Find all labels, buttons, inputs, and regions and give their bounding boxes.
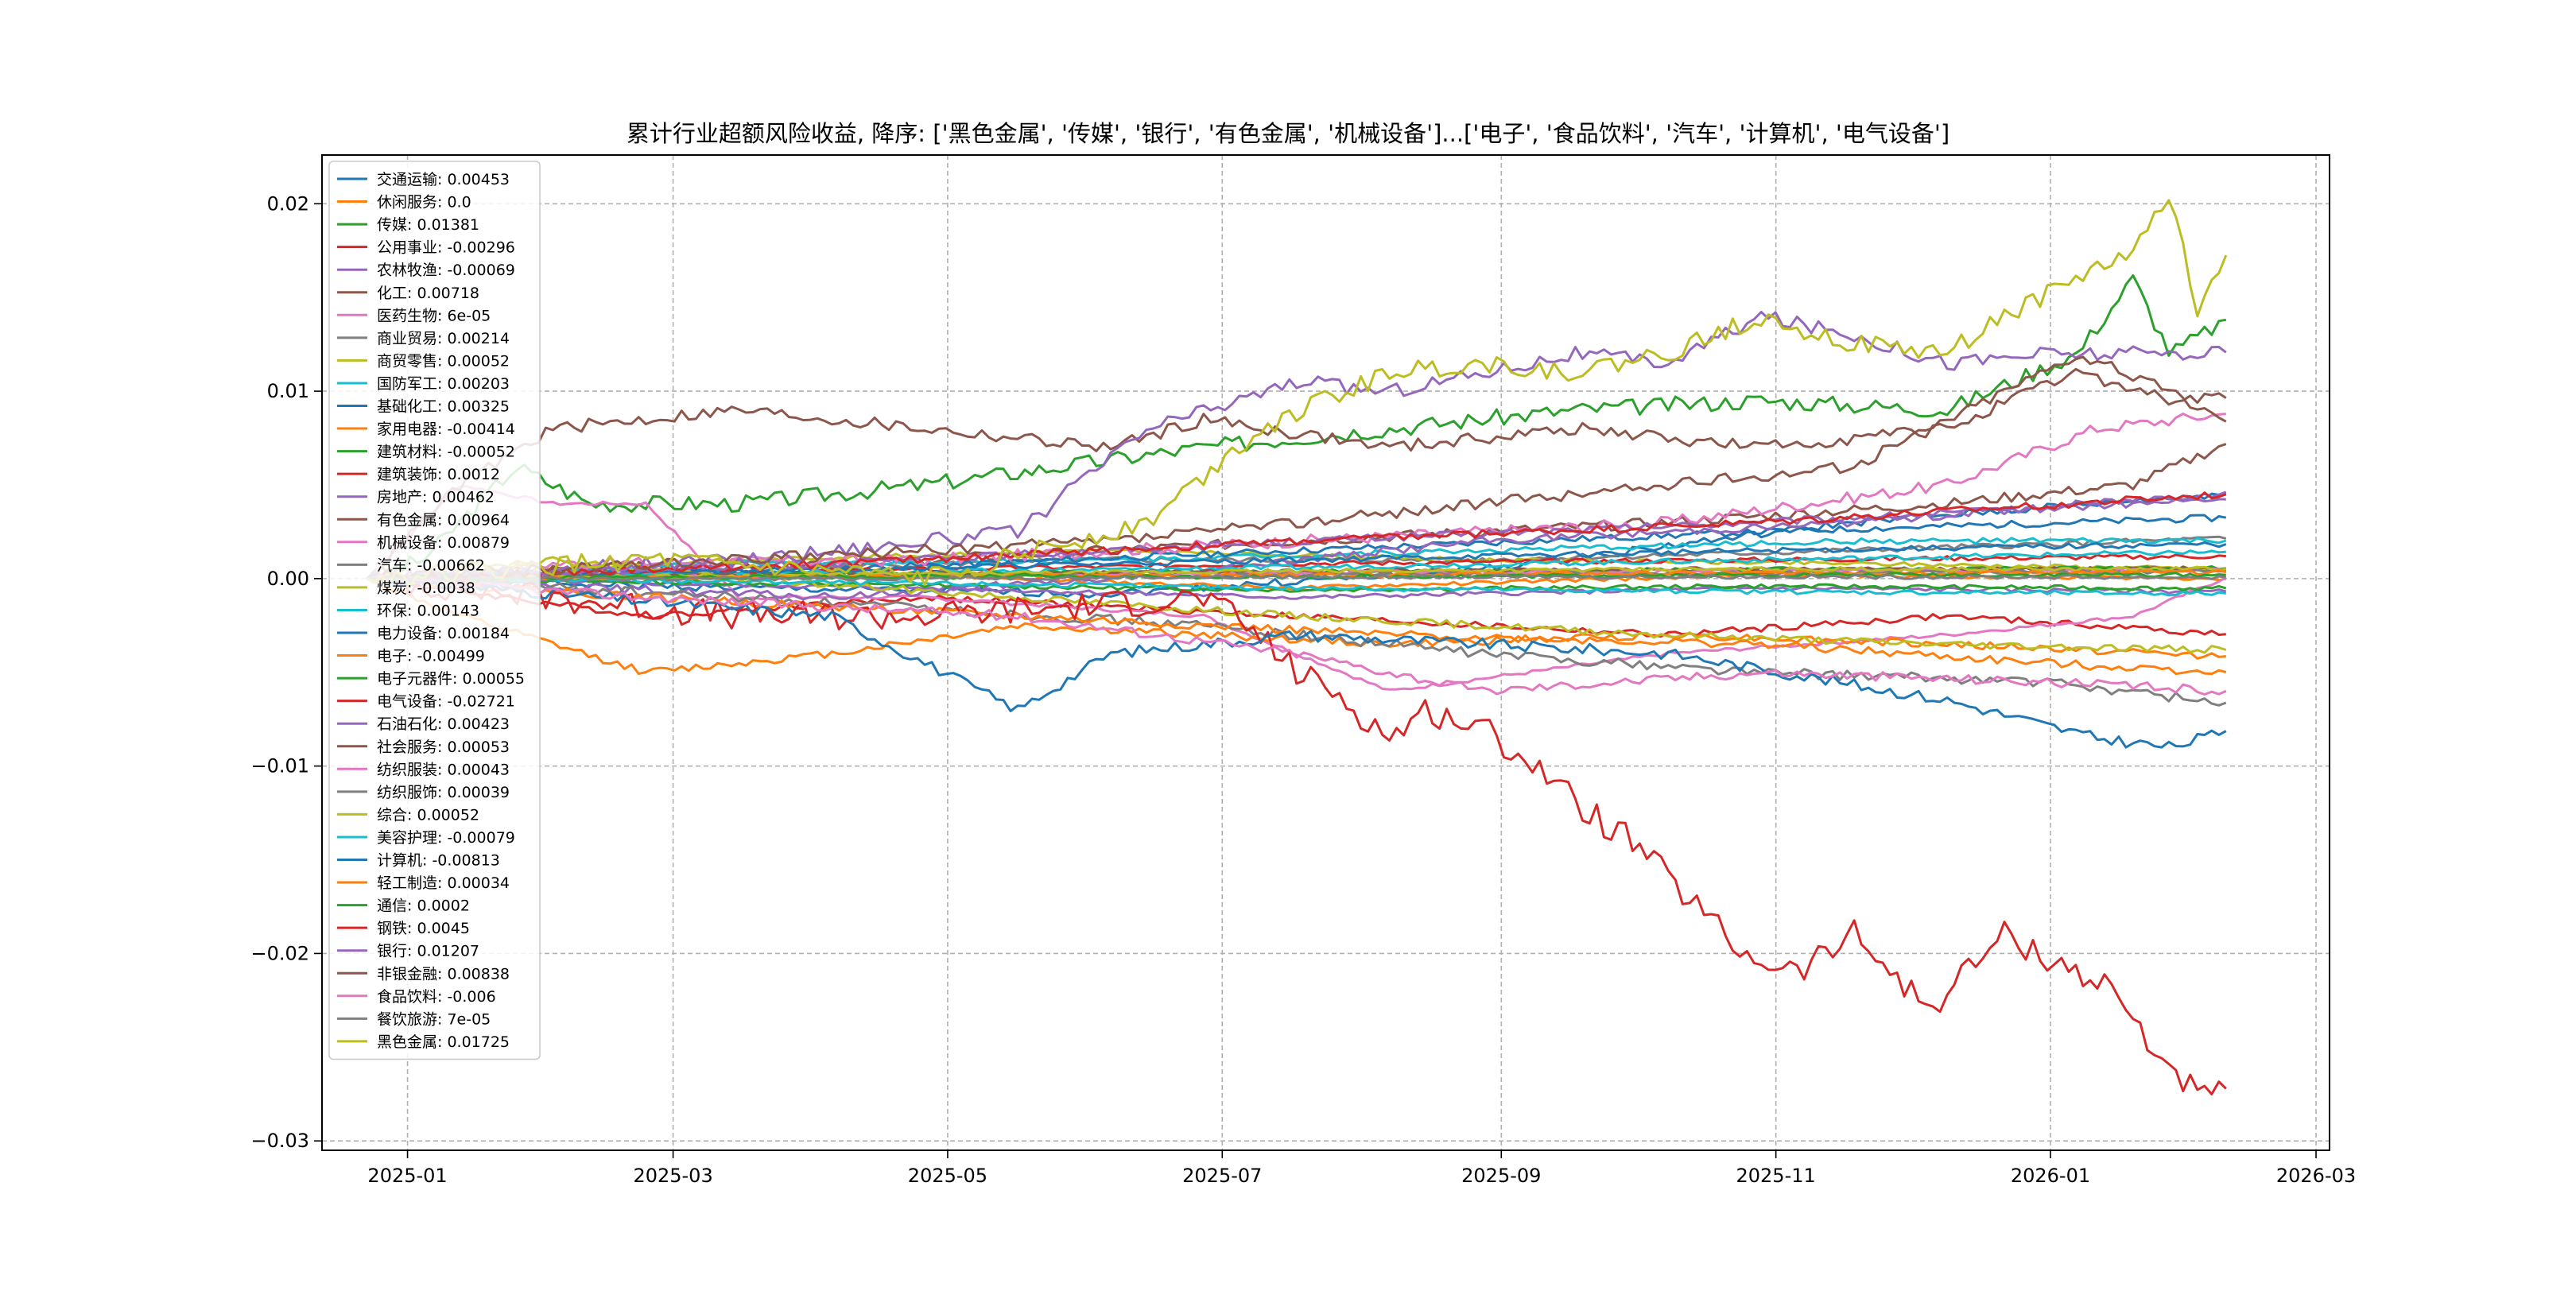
- legend-entry: 农林牧渔: -0.00069: [377, 262, 515, 279]
- legend-entry: 银行: 0.01207: [377, 943, 479, 960]
- legend-entry: 基础化工: 0.00325: [377, 398, 510, 416]
- legend-entry: 轻工制造: 0.00034: [377, 874, 510, 892]
- legend-entry: 电力设备: 0.00184: [377, 625, 510, 642]
- legend-entry: 传媒: 0.01381: [377, 216, 479, 234]
- legend-entry: 纺织服装: 0.00043: [377, 761, 510, 778]
- legend-entry: 建筑装饰: 0.0012: [377, 466, 500, 483]
- legend-entry: 黑色金属: 0.01725: [377, 1033, 510, 1051]
- series-line: [367, 576, 2227, 749]
- y-tick-label: 0.01: [267, 380, 309, 402]
- series-line: [366, 199, 2228, 587]
- legend-entry: 建筑材料: -0.00052: [377, 444, 515, 461]
- series-line: [366, 311, 2227, 585]
- series-line: [367, 274, 2227, 583]
- legend-entry: 纺织服饰: 0.00039: [377, 784, 510, 801]
- series-line: [367, 576, 2227, 597]
- series-line: [367, 367, 2227, 580]
- legend-entry: 化工: 0.00718: [377, 285, 479, 302]
- legend-entry: 钢铁: 0.0045: [377, 920, 470, 937]
- legend-entry: 家用电器: -0.00414: [377, 421, 515, 438]
- x-tick-label: 2025-05: [908, 1165, 987, 1187]
- x-tick-label: 2025-01: [367, 1165, 447, 1187]
- series-line: [367, 573, 2227, 696]
- legend-entry: 通信: 0.0002: [377, 897, 470, 915]
- legend-entry: 机械设备: 0.00879: [377, 534, 510, 552]
- legend-entry: 综合: 0.00052: [377, 806, 479, 824]
- series-line: [366, 355, 2227, 583]
- legend-entry: 交通运输: 0.00453: [377, 171, 510, 188]
- chart-title: 累计行业超额风险收益, 降序: ['黑色金属', '传媒', '银行', '有色…: [627, 120, 1949, 147]
- series-layer: [366, 199, 2228, 1095]
- legend-box: [328, 161, 541, 1060]
- legend-entry: 房地产: 0.00462: [377, 489, 495, 506]
- axes-layer: 2025-01 2025-03 2025-05 2025-07 2025-09 2025-…: [250, 192, 2356, 1187]
- legend-entry: 环保: 0.00143: [377, 602, 479, 619]
- series-line: [366, 485, 2227, 691]
- legend-entry: 美容护理: -0.00079: [377, 829, 515, 847]
- series-line: [367, 576, 2227, 593]
- legend-entry: 商贸零售: 0.00052: [377, 352, 510, 370]
- series-line: [366, 568, 2227, 1095]
- x-tick-label: 2026-03: [2276, 1165, 2356, 1187]
- series-line: [367, 537, 2227, 583]
- legend-entry: 社会服务: 0.00053: [377, 739, 510, 756]
- legend-entry: 煤炭: -0.0038: [377, 580, 475, 597]
- y-tick-label: −0.03: [250, 1130, 309, 1152]
- y-tick-label: −0.02: [250, 942, 309, 964]
- series-line: [367, 577, 2226, 676]
- legend-entry: 有色金属: 0.00964: [377, 511, 510, 529]
- legend-entry: 国防军工: 0.00203: [377, 375, 510, 393]
- series-line: [367, 573, 2226, 582]
- y-tick-label: 0.02: [267, 192, 309, 215]
- legend: 交通运输: 0.00453 休闲服务: 0.0 传媒: 0.01381 公用事业: -…: [328, 161, 541, 1060]
- legend-entry: 计算机: -0.00813: [377, 852, 500, 870]
- x-tick-label: 2025-03: [633, 1165, 712, 1187]
- x-tick-label: 2026-01: [2011, 1165, 2090, 1187]
- x-tick-label: 2025-11: [1736, 1165, 1816, 1187]
- legend-entry: 石油石化: 0.00423: [377, 715, 510, 733]
- plot-frame: [321, 154, 2330, 1151]
- series-line: [367, 541, 2227, 581]
- legend-entry: 汽车: -0.00662: [377, 556, 485, 574]
- legend-entry: 非银金融: 0.00838: [377, 965, 510, 983]
- legend-entry: 餐饮旅游: 7e-05: [377, 1010, 491, 1028]
- y-tick-label: 0.00: [267, 568, 309, 590]
- y-tick-label: −0.01: [250, 755, 309, 777]
- legend-entry: 公用事业: -0.00296: [377, 239, 515, 257]
- legend-entry: 食品饮料: -0.006: [377, 988, 496, 1006]
- legend-entry: 商业贸易: 0.00214: [377, 330, 510, 347]
- legend-entry: 休闲服务: 0.0: [377, 194, 471, 211]
- series-line: [367, 491, 2227, 583]
- legend-entry: 医药生物: 6e-05: [377, 307, 491, 324]
- legend-entry: 电子: -0.00499: [377, 648, 485, 665]
- legend-entry: 电子元器件: 0.00055: [377, 670, 525, 688]
- x-tick-label: 2025-07: [1182, 1165, 1262, 1187]
- x-tick-label: 2025-09: [1461, 1165, 1541, 1187]
- legend-entry: 电气设备: -0.02721: [377, 693, 515, 711]
